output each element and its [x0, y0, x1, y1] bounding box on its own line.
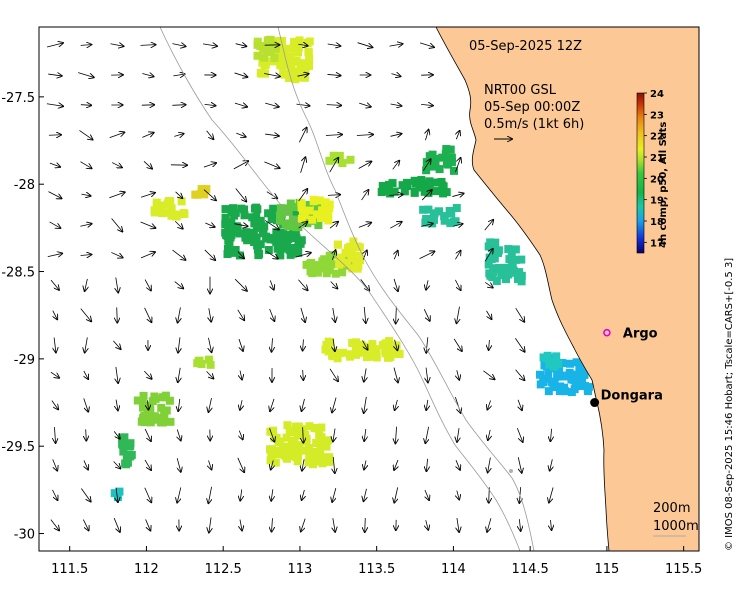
colorbar-tick-label: 23: [650, 110, 664, 121]
colorbar-tick-label: 20: [650, 174, 664, 185]
isobath-200m: [159, 27, 521, 551]
y-tick-label: -30: [14, 528, 35, 543]
dongara-town-marker[interactable]: [590, 398, 600, 408]
colorbar-ticks: 24 23 22 21 20 19 18 17: [644, 89, 664, 249]
y-tick-label: -28: [14, 178, 35, 193]
x-tick-label: 112.5: [205, 562, 242, 577]
dongara-label: Dongara: [601, 389, 663, 404]
colorbar-tick-label: 17: [650, 238, 664, 249]
argo-float-marker[interactable]: [603, 328, 611, 337]
isobath-1000m: [277, 27, 535, 551]
current-product-line3: 0.5m/s (1kt 6h): [484, 117, 584, 132]
colorbar-tick-label: 21: [650, 153, 664, 164]
plot-frame: [38, 26, 700, 552]
y-tick-label: -29.5: [1, 440, 35, 455]
credit-text: © IMOS 08-Sep-2025 15:46 Hobart; Tscale=…: [724, 258, 735, 551]
x-tick-label: 115: [594, 562, 619, 577]
y-tick-label: -27.5: [1, 91, 35, 106]
land-western-australia: [435, 27, 699, 551]
x-tick-label: 113.5: [358, 562, 395, 577]
x-tick-label: 111.5: [51, 562, 88, 577]
colorbar: [636, 92, 645, 254]
argo-label: Argo: [623, 327, 658, 342]
x-tick-label: 115.5: [665, 562, 702, 577]
y-axis-ticks: -27.5 -28 -28.5 -29 -29.5 -30: [1, 91, 44, 543]
isobath-legend-200m: 200m: [653, 501, 690, 516]
x-tick-label: 114: [441, 562, 466, 577]
map-title: 05-Sep-2025 12Z: [469, 39, 582, 54]
y-tick-label: -29: [14, 353, 35, 368]
x-tick-label: 114.5: [512, 562, 549, 577]
colorbar-tick-label: 19: [650, 196, 664, 207]
y-tick-label: -28.5: [1, 266, 35, 281]
x-tick-label: 112: [134, 562, 159, 577]
current-product-line1: NRT00 GSL: [484, 83, 557, 98]
grey-dot: [509, 469, 513, 473]
current-vectors: [46, 43, 553, 533]
colorbar-tick-label: 18: [650, 217, 664, 228]
colorbar-tick-label: 24: [650, 89, 664, 100]
x-tick-label: 113: [288, 562, 313, 577]
colorbar-label: 4h comp, p50, All Sats: [658, 122, 669, 248]
x-axis-ticks: 111.5 112 112.5 113 113.5 114 114.5 115 115.5: [51, 546, 702, 577]
colorbar-tick-label: 22: [650, 132, 664, 143]
isobath-legend-1000m: 1000m: [653, 519, 699, 534]
current-product-line2: 05-Sep 00:00Z: [484, 100, 580, 115]
